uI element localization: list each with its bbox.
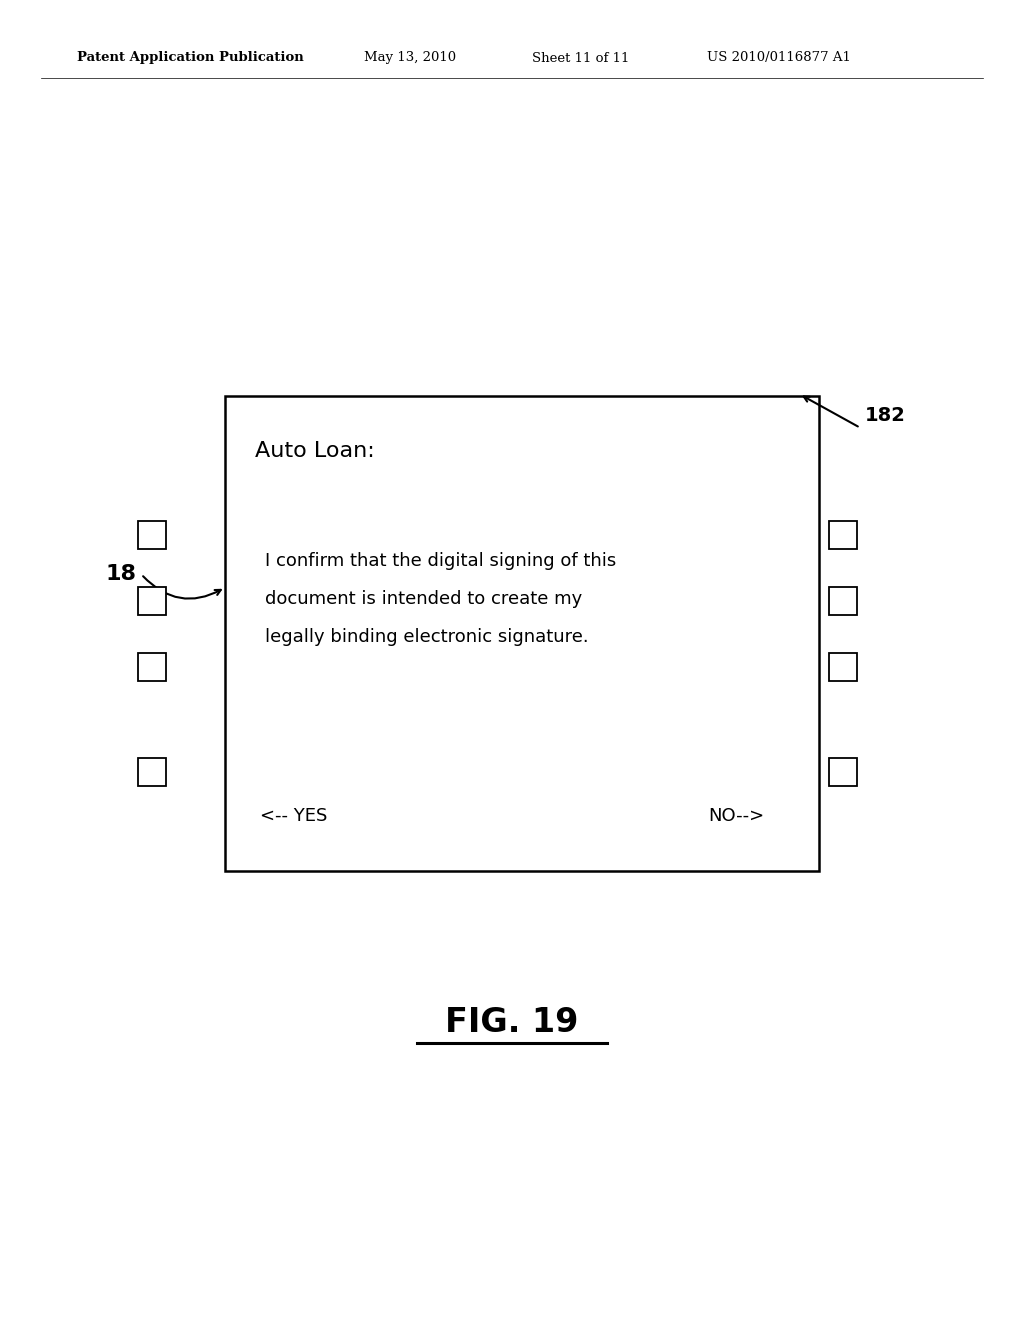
Bar bbox=[225, 396, 819, 871]
Text: 18: 18 bbox=[105, 564, 136, 585]
Bar bbox=[829, 586, 857, 615]
Text: I confirm that the digital signing of this: I confirm that the digital signing of th… bbox=[265, 552, 616, 570]
Text: US 2010/0116877 A1: US 2010/0116877 A1 bbox=[707, 51, 851, 65]
Bar bbox=[829, 652, 857, 681]
Text: May 13, 2010: May 13, 2010 bbox=[364, 51, 456, 65]
Text: FIG. 19: FIG. 19 bbox=[445, 1006, 579, 1040]
Bar bbox=[138, 758, 166, 787]
Bar bbox=[829, 520, 857, 549]
Text: document is intended to create my: document is intended to create my bbox=[265, 590, 583, 609]
Text: NO-->: NO--> bbox=[708, 808, 764, 825]
Text: Auto Loan:: Auto Loan: bbox=[255, 441, 375, 461]
Bar bbox=[829, 758, 857, 787]
Text: Sheet 11 of 11: Sheet 11 of 11 bbox=[532, 51, 630, 65]
Bar bbox=[138, 586, 166, 615]
Text: legally binding electronic signature.: legally binding electronic signature. bbox=[265, 628, 589, 645]
Bar bbox=[138, 652, 166, 681]
Text: 182: 182 bbox=[865, 407, 906, 425]
Bar bbox=[138, 520, 166, 549]
Text: <-- YES: <-- YES bbox=[260, 808, 328, 825]
Text: Patent Application Publication: Patent Application Publication bbox=[77, 51, 303, 65]
